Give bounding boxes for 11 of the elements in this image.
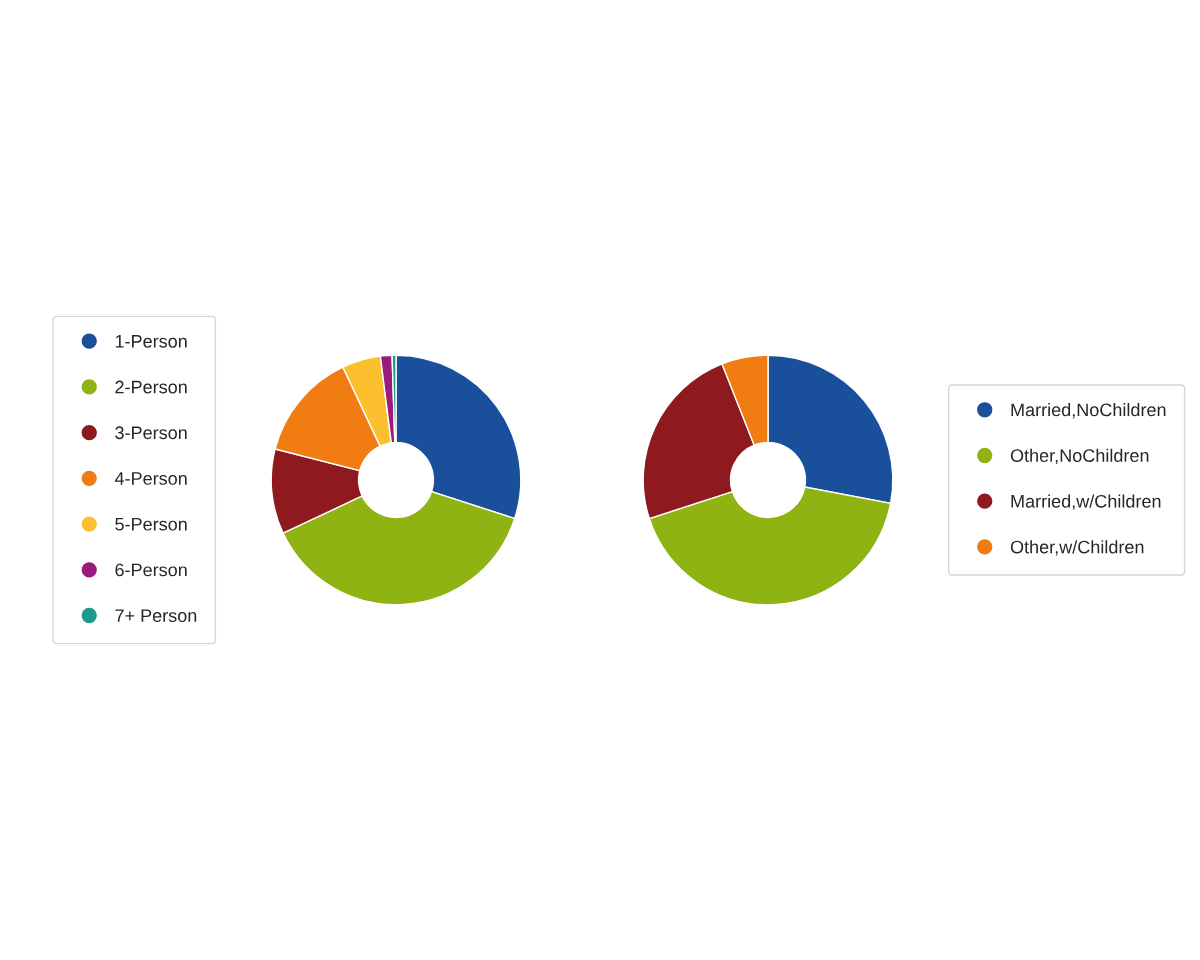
legend-label: Other,NoChildren: [1010, 448, 1149, 465]
legend-label: Married,NoChildren: [1011, 403, 1166, 419]
legend-label: 1-Person: [115, 335, 187, 348]
legend-label: 3-Person: [115, 426, 187, 440]
legend-label: 4-Person: [114, 472, 187, 485]
legend-label: 2-Person: [115, 380, 187, 394]
legend-label: 6-Person: [115, 563, 187, 577]
legend-label: 5-Person: [115, 517, 187, 531]
legend-label: Other,w/Children: [1010, 540, 1144, 556]
legend-label: Married,w/Children: [1011, 494, 1161, 510]
legend-label: 7+ Person: [115, 609, 197, 623]
